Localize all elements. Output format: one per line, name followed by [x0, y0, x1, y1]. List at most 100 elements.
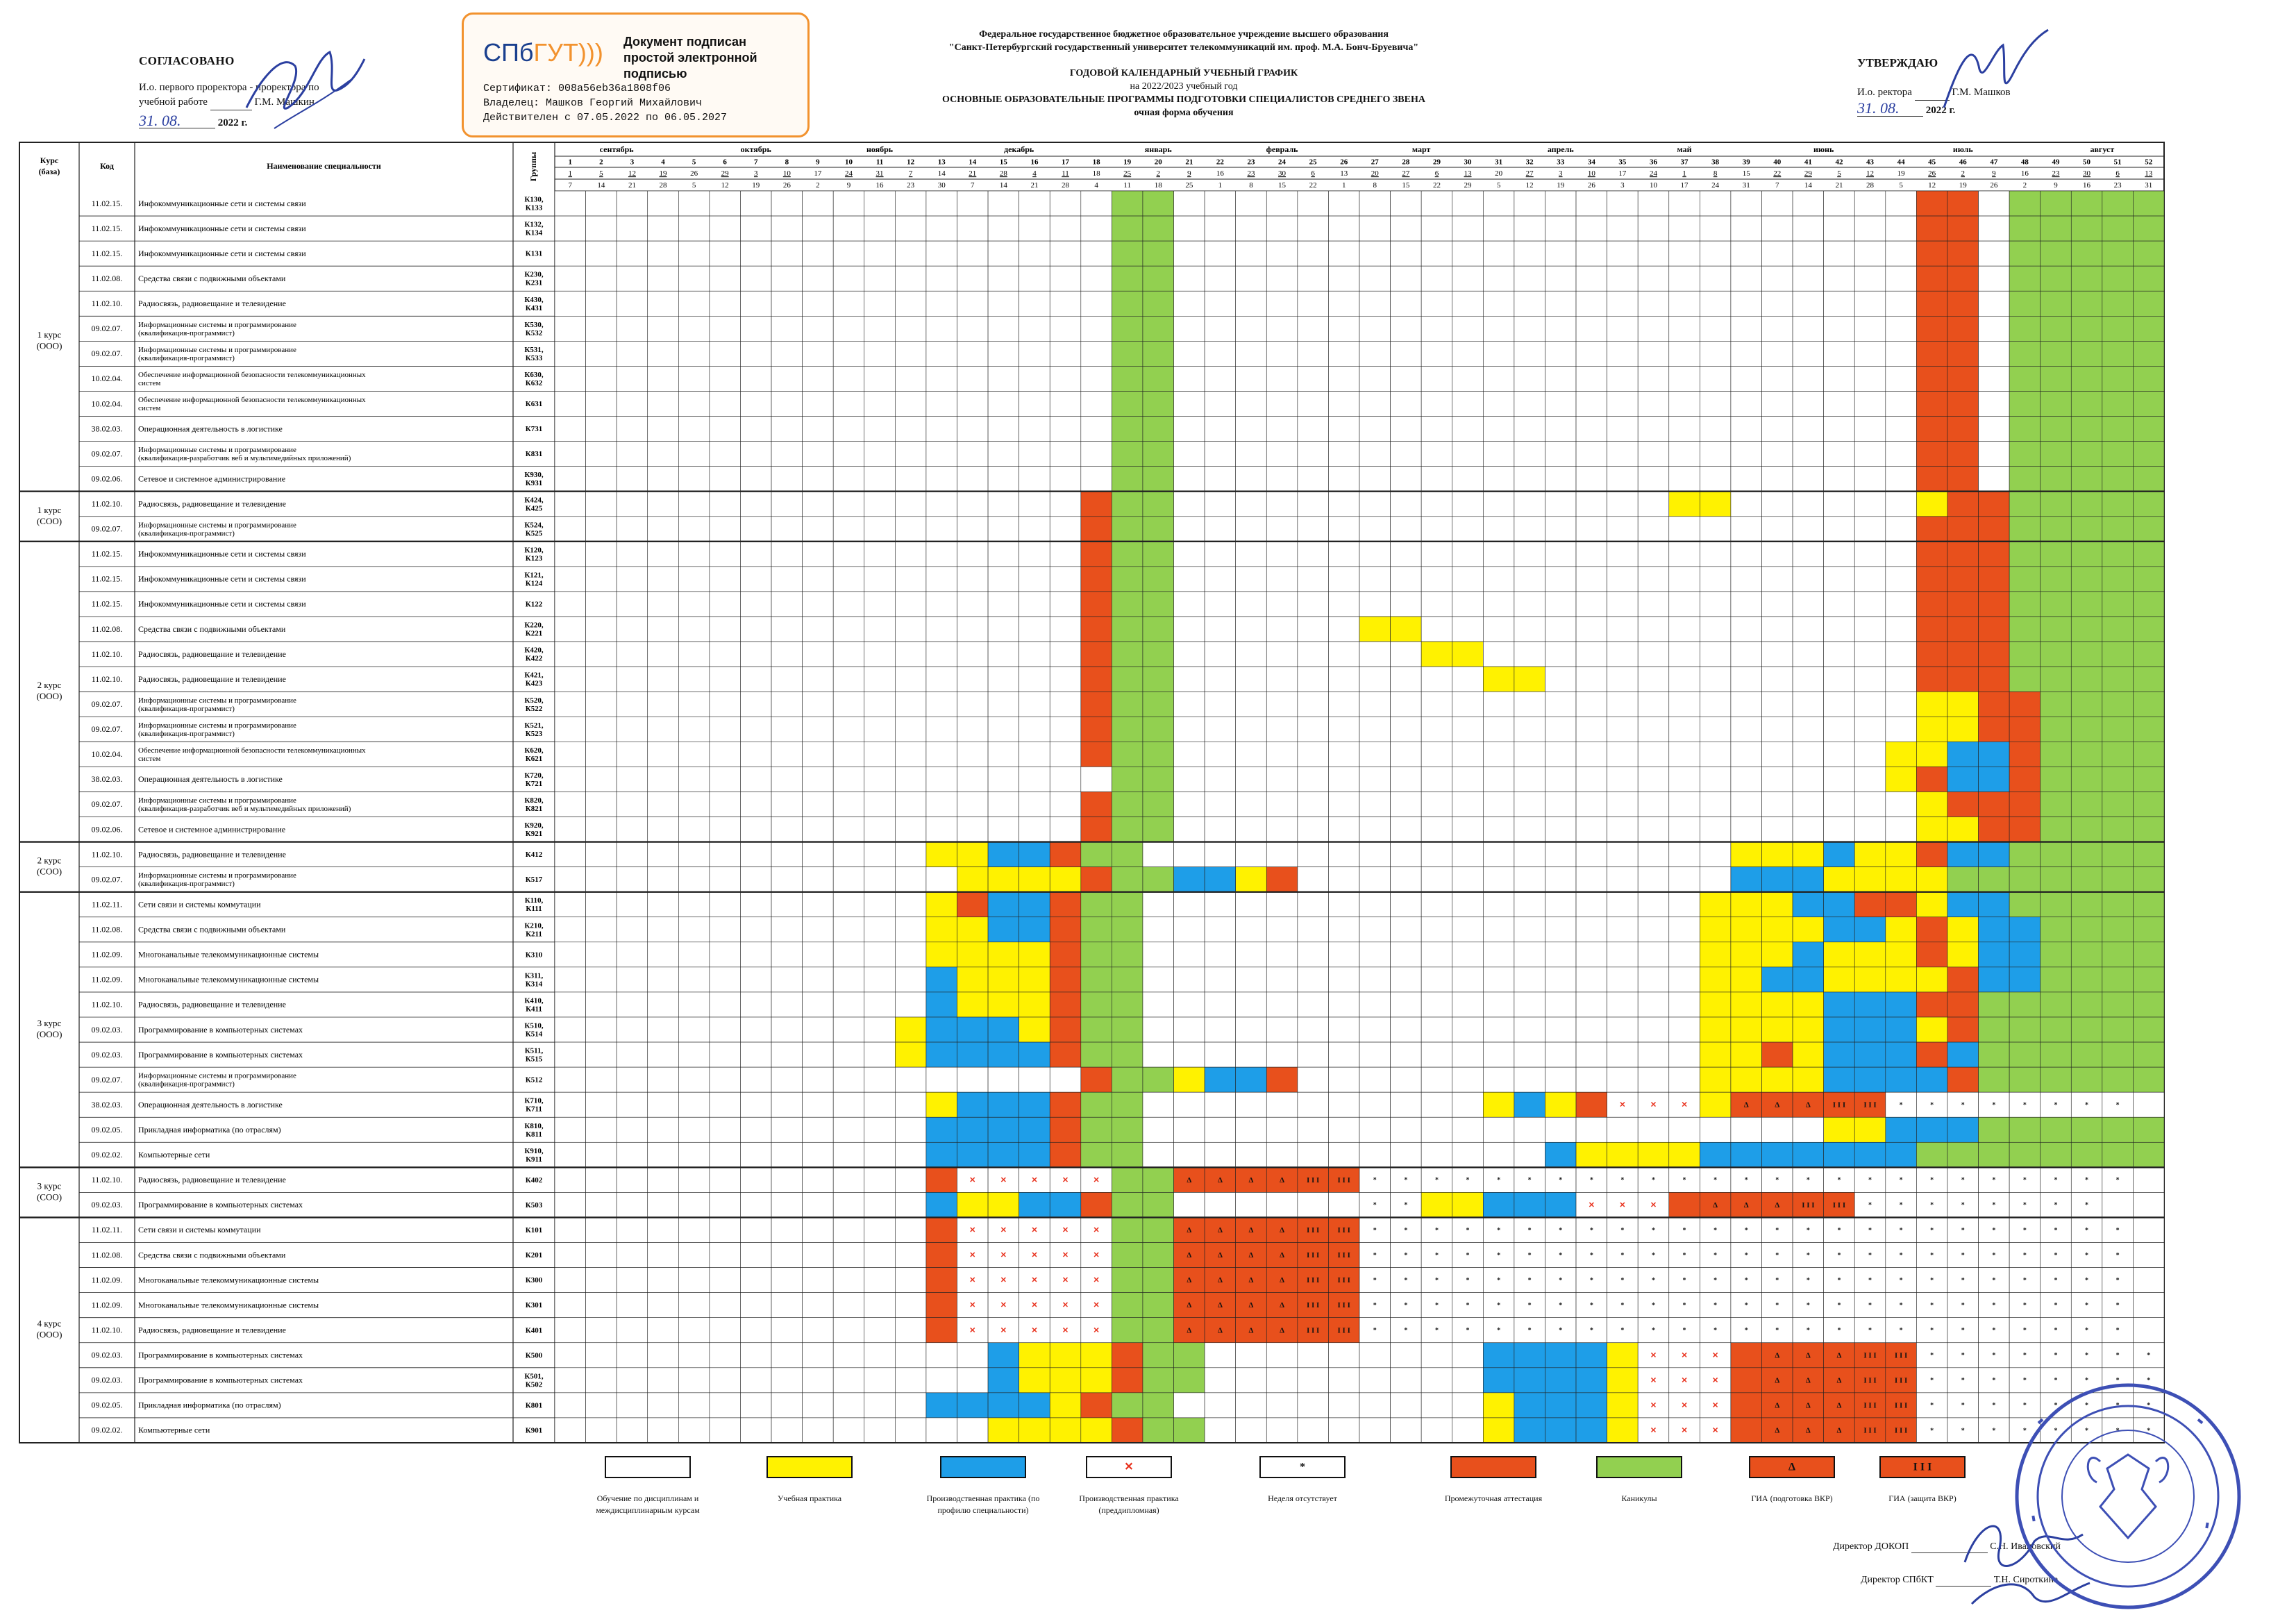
schedule-row: 09.02.03. Программирование в компьютерных…	[92, 1016, 2165, 1043]
week-cell	[1885, 991, 1917, 1018]
week-cell	[1297, 215, 1329, 242]
week-cell	[895, 616, 927, 642]
week-cell	[1885, 1016, 1917, 1043]
week-cell	[1019, 641, 1050, 667]
week-cell	[1637, 215, 1670, 242]
row-code: 11.02.15.	[92, 199, 123, 208]
week-cell	[864, 691, 896, 717]
week-cell	[1575, 941, 1607, 968]
week-cell	[1328, 1016, 1360, 1043]
week-cell	[1514, 616, 1545, 642]
week-cell	[709, 891, 741, 918]
week-cell	[1297, 1041, 1329, 1068]
week-cell	[1700, 616, 1732, 642]
row-group: К133	[526, 204, 543, 212]
week-cell	[1575, 491, 1607, 517]
week-cell	[1297, 1192, 1329, 1218]
week-cell	[2040, 1192, 2072, 1218]
week-symbol: I I I	[1307, 1301, 1319, 1309]
week-cell	[1142, 742, 1174, 767]
week-cell	[616, 190, 648, 217]
row-name: Инфокоммуникационные сети и системы связ…	[138, 599, 306, 609]
week-number: 49	[2052, 158, 2060, 167]
week-cell	[1297, 1367, 1329, 1393]
week-cell	[895, 516, 927, 542]
week-cell	[1854, 541, 1886, 567]
week-cell	[1049, 867, 1082, 892]
week-cell	[1112, 1217, 1143, 1243]
week-cell	[709, 290, 741, 317]
week-cell	[709, 240, 741, 267]
week-cell	[1452, 792, 1484, 817]
week-cell	[678, 491, 710, 517]
week-symbol: ✕	[1093, 1276, 1099, 1284]
week-symbol: *	[1497, 1252, 1500, 1259]
week-cell	[1885, 1116, 1917, 1143]
week-symbol: I I I	[1338, 1301, 1350, 1309]
week-number: 9	[816, 158, 820, 167]
week-cell	[2040, 842, 2072, 867]
week-symbol: *	[2023, 1177, 2027, 1184]
week-cell	[2102, 1041, 2134, 1068]
week-cell	[1514, 1091, 1545, 1118]
week-cell	[771, 1217, 803, 1243]
week-symbol: *	[2023, 1352, 2027, 1359]
week-cell	[647, 491, 679, 517]
schedule-row: 11.02.15. Инфокоммуникационные сети и сис…	[92, 566, 2165, 592]
week-cell	[2070, 767, 2103, 792]
week-cell	[1668, 891, 1700, 918]
week-cell	[802, 366, 834, 392]
signature-right	[1943, 28, 2049, 108]
week-cell	[740, 1292, 772, 1319]
week-cell	[1142, 1192, 1174, 1218]
week-cell	[678, 616, 710, 642]
week-cell	[616, 1217, 648, 1243]
week-cell	[895, 941, 927, 968]
week-cell	[1204, 1267, 1236, 1293]
week-cell	[1049, 1342, 1082, 1368]
row-code: 09.02.07.	[92, 324, 123, 333]
week-cell	[1761, 416, 1793, 442]
week-cell	[2040, 941, 2072, 968]
week-number: 6	[723, 158, 727, 167]
week-cell	[678, 817, 710, 842]
week-cell	[1545, 616, 1577, 642]
week-cell	[1916, 240, 1948, 267]
week-cell	[740, 742, 772, 767]
week-cell	[1080, 566, 1112, 592]
week-cell	[895, 1267, 927, 1293]
week-cell	[1173, 891, 1205, 918]
week-cell	[1173, 290, 1205, 317]
week-cell	[1545, 466, 1577, 492]
week-symbol: *	[2116, 1302, 2120, 1309]
week-cell	[585, 941, 617, 968]
row-group: К420,	[524, 646, 543, 655]
week-cell	[1792, 767, 1824, 792]
week-cell	[1978, 1317, 2010, 1343]
week-cell	[1916, 1041, 1948, 1068]
week-symbol: *	[1775, 1277, 1779, 1284]
week-cell	[1700, 1016, 1732, 1043]
week-cell	[1328, 916, 1360, 943]
week-cell	[1545, 767, 1577, 792]
week-cell	[647, 666, 679, 692]
week-cell	[1545, 1066, 1577, 1093]
week-cell	[864, 941, 896, 968]
week-cell	[2040, 1141, 2072, 1168]
week-symbol: *	[1620, 1327, 1624, 1334]
week-cell	[895, 1016, 927, 1043]
schedule-row: 09.02.07. Информационные системы и програ…	[92, 792, 2165, 817]
week-start-date: 7	[909, 169, 913, 178]
row-code: 11.02.15.	[92, 249, 123, 258]
week-symbol: *	[2054, 1252, 2057, 1259]
row-name: Многоканальные телекоммуникационные сист…	[138, 1300, 319, 1309]
week-cell	[2102, 1292, 2134, 1319]
week-cell	[957, 441, 989, 467]
week-symbol: *	[1807, 1302, 1810, 1309]
week-end-date: 1	[1342, 181, 1346, 190]
week-number: 13	[938, 158, 946, 167]
row-group: К524,	[524, 521, 543, 529]
week-symbol: *	[2023, 1302, 2027, 1309]
week-cell	[1266, 215, 1298, 242]
row-code: 11.02.09.	[92, 950, 123, 960]
